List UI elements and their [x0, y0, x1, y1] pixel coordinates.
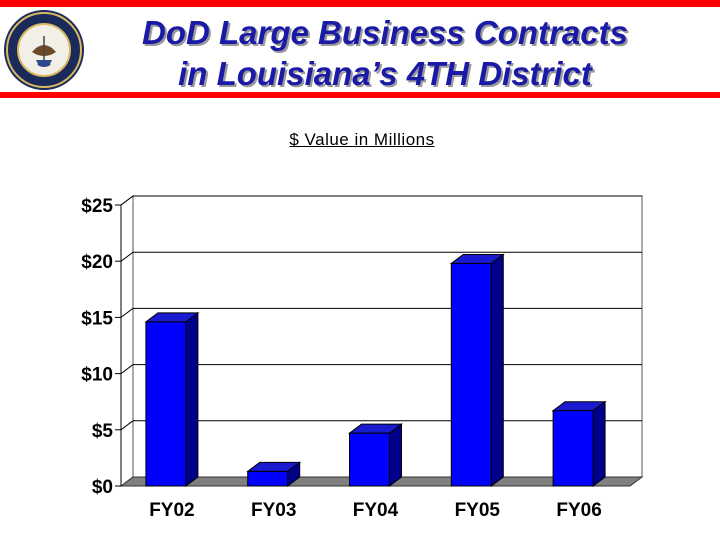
x-tick-label: FY04: [353, 500, 399, 521]
y-tick-label: $0: [92, 477, 113, 498]
chart-subtitle: $ Value in Millions: [289, 130, 435, 149]
bars: [144, 253, 607, 487]
bar: [144, 311, 200, 487]
bar: [551, 400, 607, 487]
bar: [449, 253, 505, 487]
slide-title: DoD Large Business Contracts in Louisian…: [90, 12, 680, 94]
x-tick-label: FY02: [149, 500, 194, 521]
bar-chart: $0 $5 $10 $15 $20 $25 FY02 FY03 FY04 FY05 FY06: [81, 195, 644, 521]
gridline: [120, 251, 642, 262]
bar-side: [592, 400, 606, 487]
x-tick-label: FY06: [556, 500, 601, 521]
header-bottom-bar: [0, 92, 720, 98]
bar-side: [490, 253, 504, 487]
y-tick-label: $25: [81, 196, 113, 217]
bar: [348, 423, 403, 487]
bar-face: [247, 470, 289, 487]
bar-face: [145, 321, 187, 487]
slide-title-line-2: in Louisiana’s 4TH District: [178, 55, 592, 92]
bar-face: [349, 432, 390, 487]
department-of-the-navy-seal-icon: [4, 10, 84, 90]
header-top-bar: [0, 0, 720, 7]
bar-face: [552, 410, 594, 487]
bar-face: [450, 262, 492, 487]
y-tick-label: $5: [92, 421, 114, 442]
y-tick-label: $10: [81, 365, 113, 386]
x-tick-label: FY03: [251, 500, 296, 521]
y-axis-ticks: $0 $5 $10 $15 $20 $25: [81, 196, 122, 498]
y-tick-label: $15: [81, 308, 113, 329]
bar: [246, 461, 302, 487]
gridline: [120, 195, 642, 206]
x-axis-ticks: FY02 FY03 FY04 FY05 FY06: [149, 500, 602, 521]
plot-side-wall: [120, 195, 134, 487]
y-tick-label: $20: [81, 252, 113, 273]
bar-side: [185, 311, 199, 487]
x-tick-label: FY05: [455, 500, 501, 521]
bar-side: [389, 423, 402, 487]
slide-title-line-1: DoD Large Business Contracts: [142, 14, 628, 51]
